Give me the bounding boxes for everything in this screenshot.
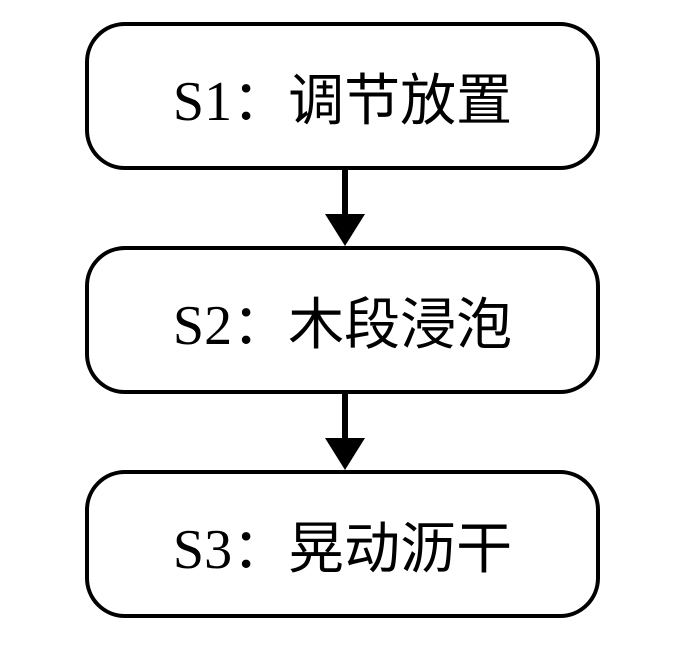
flow-node-label: S2：木段浸泡 bbox=[173, 280, 512, 361]
flow-arrow bbox=[320, 394, 370, 470]
flow-arrow bbox=[320, 170, 370, 246]
flow-node-s1: S1：调节放置 bbox=[85, 22, 600, 170]
flow-node-label: S1：调节放置 bbox=[173, 56, 512, 137]
flow-node-s3: S3：晃动沥干 bbox=[85, 470, 600, 618]
flow-node-label: S3：晃动沥干 bbox=[173, 504, 512, 585]
flow-node-s2: S2：木段浸泡 bbox=[85, 246, 600, 394]
